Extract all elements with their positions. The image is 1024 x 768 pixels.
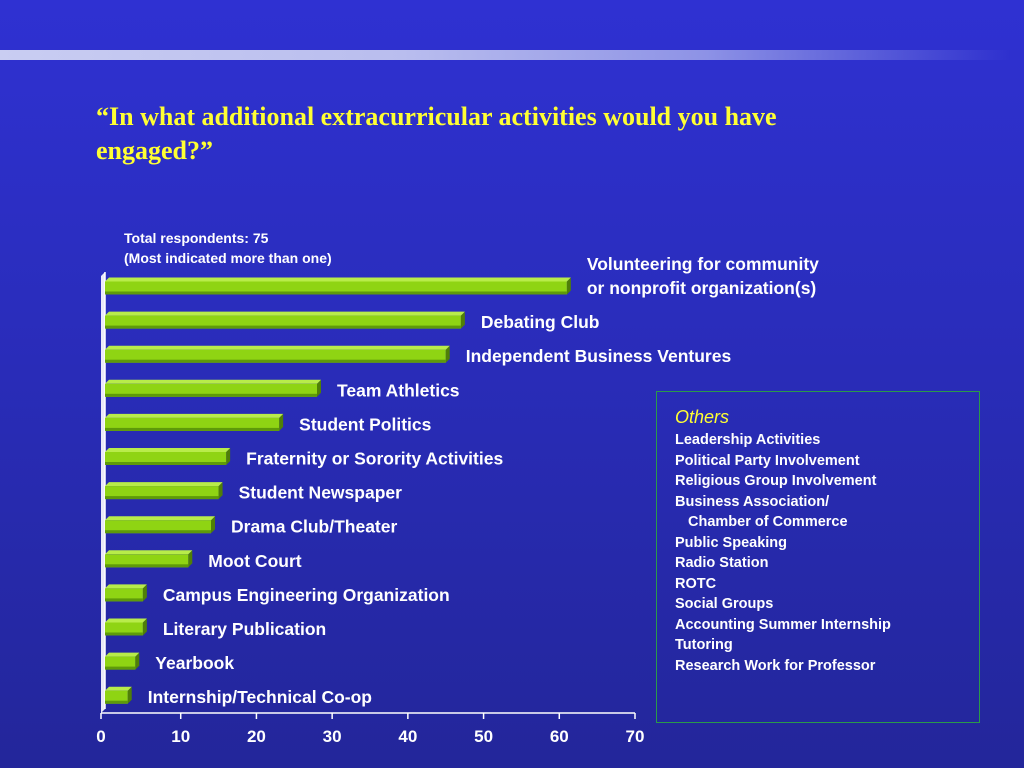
category-label: Fraternity or Sorority Activities (246, 449, 503, 469)
category-label: Team Athletics (337, 380, 460, 400)
bar-shadow (105, 564, 189, 568)
bar-top (105, 652, 140, 657)
bar (105, 281, 567, 295)
bar (105, 588, 143, 602)
x-tick-label: 0 (96, 727, 105, 746)
bar-side (142, 584, 147, 602)
category-label: Student Newspaper (239, 483, 403, 503)
bar-side (317, 379, 321, 397)
bar-top (105, 550, 193, 555)
bar-side (279, 413, 284, 431)
x-tick-label: 10 (171, 727, 190, 746)
bar-top (105, 277, 571, 282)
bar-side (218, 482, 223, 500)
bar-side (226, 448, 231, 465)
others-item: Political Party Involvement (675, 452, 860, 469)
bar (105, 656, 136, 670)
x-tick-label: 50 (474, 727, 493, 746)
category-label: Campus Engineering Organization (163, 585, 450, 605)
bar (105, 315, 461, 329)
bar-side (135, 652, 140, 670)
bar (105, 383, 317, 397)
others-item: Religious Group Involvement (675, 473, 877, 489)
others-item: Radio Station (675, 555, 769, 571)
bar-top (105, 448, 231, 452)
category-label: Yearbook (155, 653, 234, 673)
category-label: Drama Club/Theater (231, 517, 397, 537)
bar-top (105, 584, 147, 589)
others-item: Research Work for Professor (675, 657, 876, 674)
bar-side (127, 686, 132, 704)
page-title: “In what additional extracurricular acti… (96, 102, 777, 165)
others-item: Accounting Summer Internship (675, 616, 891, 633)
category-label: Volunteering for community (587, 254, 819, 274)
others-item: Leadership Activities (675, 432, 821, 448)
bar-top (105, 482, 223, 487)
bar (105, 417, 280, 431)
bar (105, 486, 219, 500)
respondents-multiple-note: (Most indicated more than one) (124, 250, 332, 266)
axis-wall (101, 272, 105, 713)
x-tick-label: 60 (550, 727, 569, 746)
others-item: ROTC (675, 575, 717, 592)
others-item: Chamber of Commerce (688, 514, 848, 530)
bar-side (445, 345, 450, 363)
category-label: Literary Publication (163, 619, 326, 639)
bar-top (105, 345, 450, 350)
bar-shadow (105, 393, 317, 397)
others-item: Social Groups (675, 596, 774, 612)
x-tick-label: 40 (398, 727, 417, 746)
bar-side (142, 618, 147, 636)
others-item: Public Speaking (675, 534, 787, 551)
category-label: Internship/Technical Co-op (148, 687, 372, 707)
bar-shadow (105, 496, 219, 500)
bar-shadow (105, 462, 227, 465)
bar (105, 690, 128, 704)
bar-shadow (105, 700, 128, 704)
category-label: Independent Business Ventures (466, 346, 732, 366)
others-item: Tutoring (675, 637, 733, 653)
bar (105, 452, 227, 465)
bar-shadow (105, 598, 143, 602)
bar-top (105, 379, 321, 384)
others-heading: Others (675, 407, 730, 427)
bar-top (105, 311, 465, 316)
others-panel: Others Leadership Activities Political P… (656, 391, 980, 723)
x-tick-label: 20 (247, 727, 266, 746)
bar-side (566, 277, 571, 295)
bar-shadow (105, 530, 211, 534)
bar-top (105, 516, 215, 521)
others-item: Business Association/ (675, 493, 830, 510)
bar-side (211, 516, 215, 534)
category-label: Debating Club (481, 312, 600, 332)
bar (105, 554, 189, 568)
bar-shadow (105, 427, 280, 431)
bar-top (105, 618, 147, 623)
bar (105, 520, 211, 534)
others-list: Leadership Activities Political Party In… (675, 430, 891, 676)
bar-side (460, 311, 465, 329)
bar-shadow (105, 291, 567, 295)
bar-shadow (105, 325, 461, 329)
bar-shadow (105, 632, 143, 636)
bar-top (105, 413, 284, 418)
category-label: Moot Court (208, 551, 301, 571)
bar (105, 349, 446, 363)
header-accent-bar (0, 50, 1010, 60)
bar (105, 622, 143, 636)
x-tick-label: 70 (626, 727, 645, 746)
category-label: Student Politics (299, 414, 432, 434)
bar-shadow (105, 359, 446, 363)
bar-shadow (105, 666, 136, 670)
category-label: or nonprofit organization(s) (587, 278, 816, 298)
bar-top (105, 686, 132, 691)
x-tick-label: 30 (323, 727, 342, 746)
bar-side (188, 550, 193, 568)
respondents-total-note: Total respondents: 75 (124, 230, 269, 246)
